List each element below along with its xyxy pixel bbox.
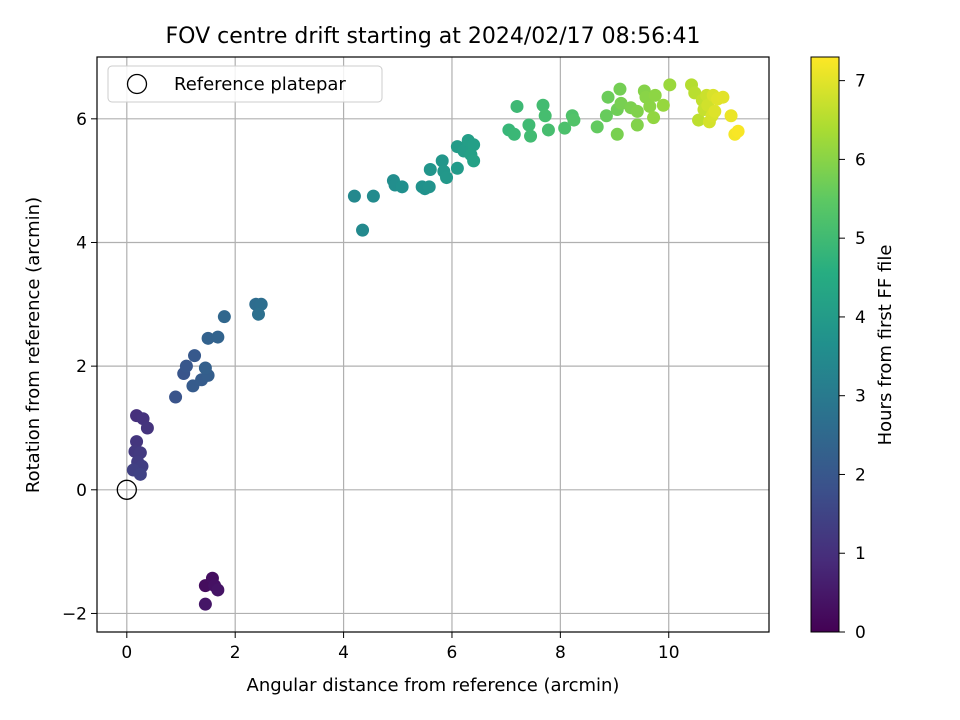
scatter-point <box>507 127 521 141</box>
scatter-points <box>116 78 745 611</box>
reference-platepar-marker <box>116 479 137 500</box>
scatter-point <box>630 118 644 132</box>
scatter-point <box>599 109 613 123</box>
x-tick-label: 0 <box>121 643 132 663</box>
x-tick-label: 8 <box>555 643 566 663</box>
scatter-point <box>558 121 572 135</box>
colorbar: 0 1 2 3 4 5 6 7 <box>810 56 866 643</box>
scatter-point <box>538 109 552 123</box>
scatter-point <box>251 307 265 321</box>
colorbar-tick-label: 1 <box>855 544 866 564</box>
y-tick-label: 4 <box>76 233 87 253</box>
x-tick-label: 4 <box>338 643 349 663</box>
scatter-point <box>423 163 437 177</box>
scatter-point <box>366 189 380 203</box>
scatter-point <box>467 138 481 152</box>
grid-lines <box>97 57 769 632</box>
y-axis-label: Rotation from reference (arcmin) <box>23 197 44 493</box>
scatter-point <box>217 310 231 324</box>
scatter-point <box>130 435 144 449</box>
colorbar-gradient <box>810 56 840 633</box>
scatter-point <box>211 583 225 597</box>
scatter-point <box>440 171 454 185</box>
legend-box <box>107 65 383 103</box>
scatter-point <box>630 104 644 118</box>
legend-label-reference: Reference platepar <box>174 74 346 95</box>
x-tick-label: 10 <box>658 643 680 663</box>
scatter-point <box>395 180 409 194</box>
colorbar-tick-label: 2 <box>855 465 866 485</box>
scatter-point <box>656 98 670 112</box>
chart-title: FOV centre drift starting at 2024/02/17 … <box>166 24 701 49</box>
scatter-point <box>510 99 524 113</box>
colorbar-tick-label: 7 <box>855 72 866 92</box>
scatter-point <box>643 99 657 113</box>
scatter-point <box>724 109 738 123</box>
scatter-point <box>347 189 361 203</box>
scatter-point <box>613 82 627 96</box>
y-tick-label: 0 <box>76 481 87 501</box>
scatter-point <box>254 297 268 311</box>
scatter-point <box>536 98 550 112</box>
scatter-point <box>188 349 202 363</box>
scatter-point <box>467 154 481 168</box>
x-axis-label: Angular distance from reference (arcmin) <box>247 675 620 696</box>
legend-marker-reference <box>126 73 148 95</box>
colorbar-tick-label: 3 <box>855 387 866 407</box>
scatter-point <box>614 96 628 110</box>
x-tick-label: 6 <box>447 643 458 663</box>
axes: 0 2 4 6 8 10 −2 0 2 4 6 <box>62 56 770 663</box>
y-tick-label: 2 <box>76 357 87 377</box>
scatter-point <box>422 180 436 194</box>
scatter-point <box>450 161 464 175</box>
scatter-point <box>435 154 449 168</box>
scatter-point <box>133 467 147 481</box>
colorbar-label: Hours from first FF file <box>875 245 896 446</box>
scatter-point <box>198 361 212 375</box>
colorbar-tick-label: 4 <box>855 308 866 328</box>
y-tick-label: 6 <box>76 110 87 130</box>
y-tick-label: −2 <box>62 604 87 624</box>
colorbar-tick-label: 5 <box>855 229 866 249</box>
scatter-point <box>708 104 722 118</box>
scatter-point <box>169 390 183 404</box>
colorbar-tick-label: 6 <box>855 150 866 170</box>
scatter-point <box>647 111 661 125</box>
scatter-point <box>716 90 730 104</box>
scatter-point <box>590 120 604 134</box>
scatter-point <box>522 118 536 132</box>
scatter-point <box>663 78 677 92</box>
scatter-point <box>140 421 154 435</box>
scatter-point <box>601 90 615 104</box>
scatter-point <box>179 359 193 373</box>
scatter-point <box>648 88 662 102</box>
scatter-point <box>692 113 706 127</box>
scatter-point <box>567 113 581 127</box>
scatter-point <box>356 223 370 237</box>
scatter-point <box>524 129 538 143</box>
legend: Reference platepar <box>107 65 383 103</box>
colorbar-tick-label: 0 <box>855 623 866 643</box>
plot-frame <box>96 56 770 633</box>
x-tick-label: 2 <box>230 643 241 663</box>
scatter-point <box>731 124 745 138</box>
scatter-point <box>610 127 624 141</box>
scatter-point <box>198 597 212 611</box>
scatter-point <box>211 330 225 344</box>
scatter-point <box>201 331 215 345</box>
scatter-point <box>541 123 555 137</box>
